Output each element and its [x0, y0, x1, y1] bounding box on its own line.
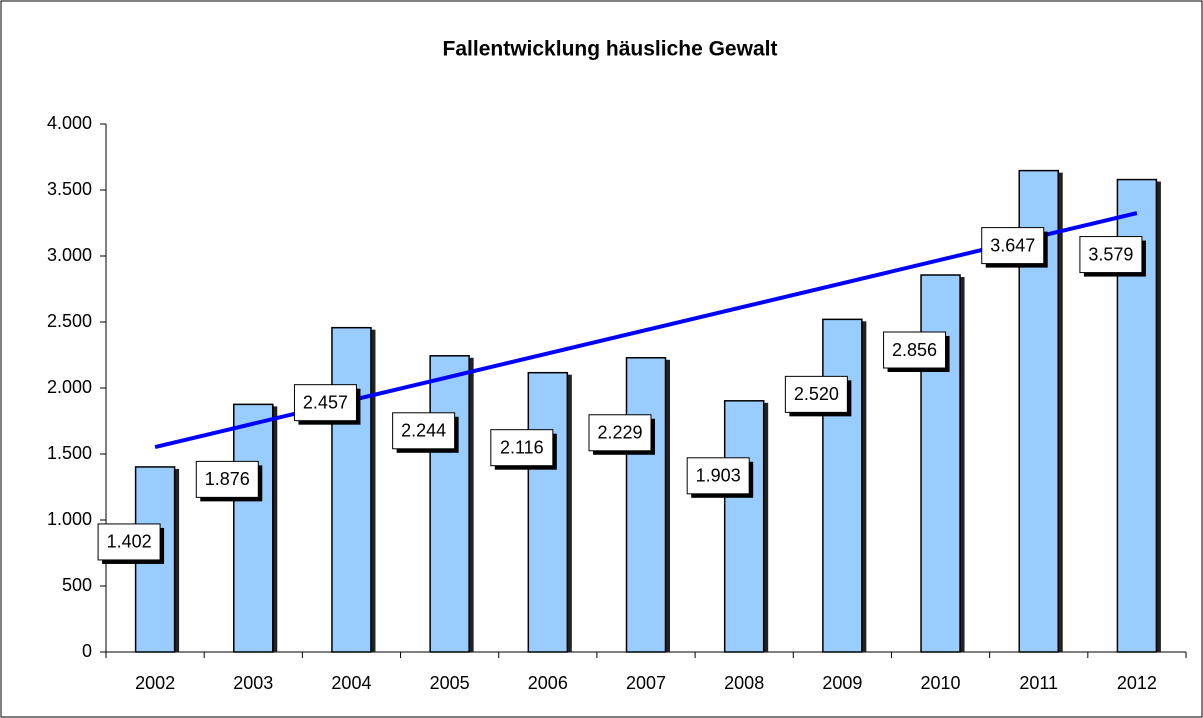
label-box	[686, 457, 750, 495]
y-tick-label: 2.500	[47, 311, 92, 331]
label-box	[784, 375, 848, 413]
label-box	[588, 414, 652, 452]
data-label: 2.457	[303, 392, 348, 412]
y-tick-label: 1.500	[47, 443, 92, 463]
y-tick-label: 2.000	[47, 377, 92, 397]
y-tick-label: 3.000	[47, 245, 92, 265]
data-label: 2.229	[597, 423, 642, 443]
x-tick-label: 2012	[1117, 673, 1157, 693]
y-tick-label: 0	[82, 641, 92, 661]
label-box	[1079, 236, 1143, 274]
x-tick-label: 2006	[528, 673, 568, 693]
data-label: 2.856	[892, 340, 937, 360]
label-box	[981, 227, 1045, 265]
data-label: 1.903	[696, 466, 741, 486]
label-box	[883, 331, 947, 369]
label-box	[392, 412, 456, 450]
data-label: 2.520	[794, 384, 839, 404]
y-tick-label: 1.000	[47, 509, 92, 529]
x-tick-label: 2003	[233, 673, 273, 693]
x-tick-label: 2004	[331, 673, 371, 693]
data-label: 2.244	[401, 421, 446, 441]
bar	[331, 326, 372, 653]
bar	[233, 403, 274, 653]
y-tick-label: 3.500	[47, 179, 92, 199]
x-tick-label: 2005	[430, 673, 470, 693]
bar	[822, 318, 863, 653]
label-box	[490, 429, 554, 467]
x-tick-label: 2007	[626, 673, 666, 693]
data-label: 3.579	[1088, 244, 1133, 264]
bar	[625, 357, 667, 653]
label-box	[293, 384, 357, 422]
x-tick-label: 2010	[921, 673, 961, 693]
bar	[527, 371, 569, 653]
bar	[429, 355, 470, 653]
x-tick-label: 2008	[724, 673, 764, 693]
bar	[723, 400, 765, 653]
y-tick-label: 500	[62, 575, 92, 595]
data-label: 3.647	[990, 235, 1035, 255]
y-tick-label: 4.000	[47, 113, 92, 133]
x-tick-label: 2009	[822, 673, 862, 693]
data-label: 1.876	[205, 469, 250, 489]
x-tick-label: 2011	[1019, 673, 1058, 693]
label-box	[97, 523, 161, 561]
x-tick-label: 2002	[135, 673, 175, 693]
chart-title: Fallentwicklung häusliche Gewalt	[443, 38, 778, 61]
data-label: 2.116	[500, 437, 544, 457]
label-box	[195, 460, 259, 498]
data-label: 1.402	[107, 532, 152, 552]
